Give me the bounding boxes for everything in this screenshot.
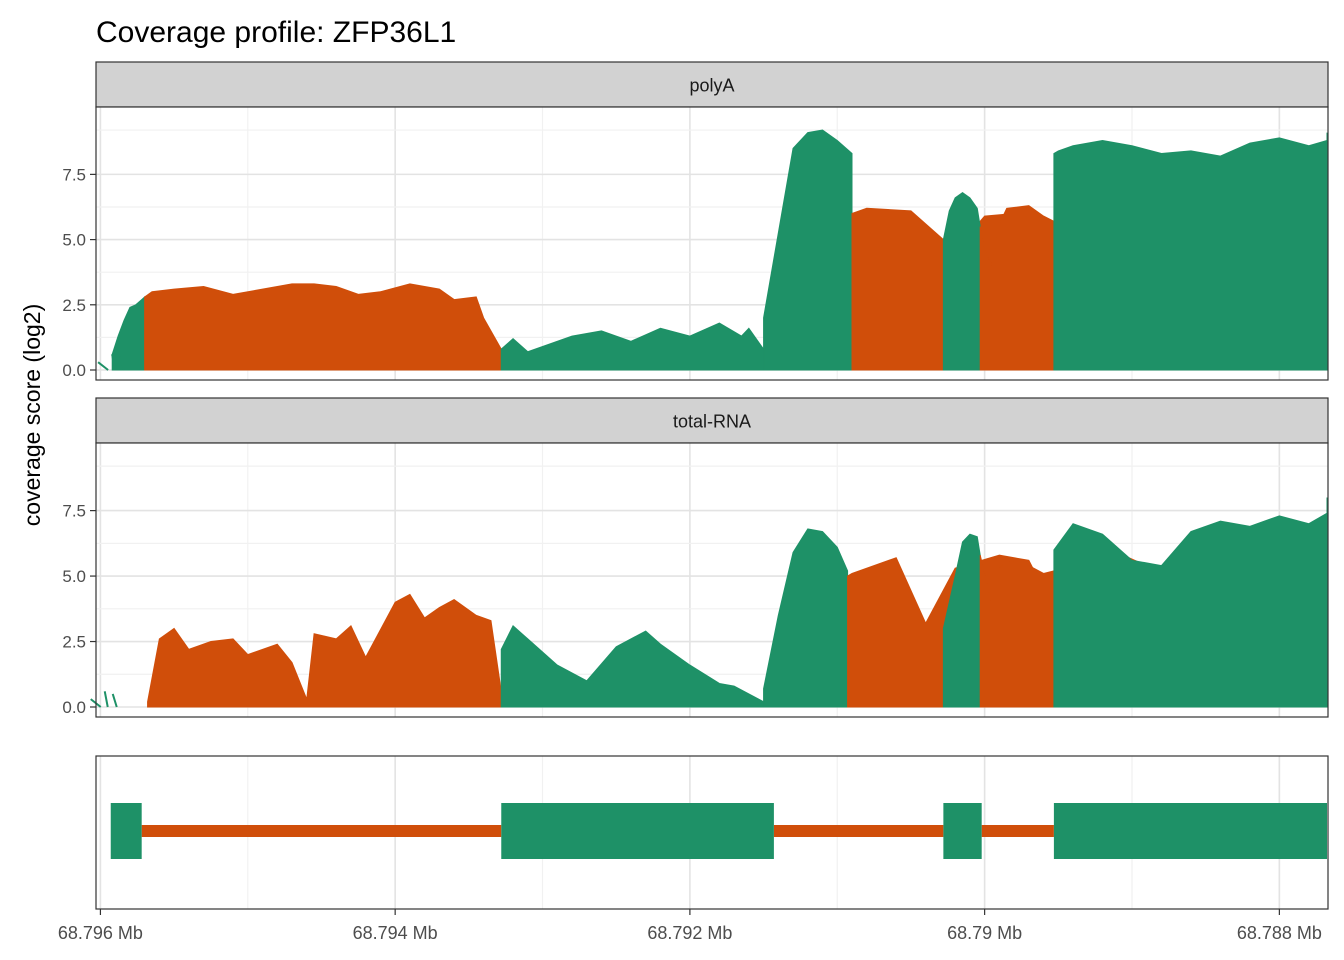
x-tick-label: 68.796 Mb — [58, 923, 143, 943]
x-tick-label: 68.788 Mb — [1237, 923, 1322, 943]
facet-strip — [95, 397, 1329, 444]
coverage-area-exon — [500, 322, 765, 371]
y-tick-label: 5.0 — [62, 231, 86, 250]
coverage-noise — [97, 354, 126, 371]
coverage-area-exon — [1053, 497, 1328, 708]
y-tick-label: 0.0 — [62, 698, 86, 717]
x-tick-label: 68.792 Mb — [647, 923, 732, 943]
chart-title: Coverage profile: ZFP36L1 — [96, 16, 456, 49]
intron-bar — [773, 825, 944, 837]
coverage-area-exon — [500, 625, 765, 708]
facet-strip — [95, 61, 1329, 108]
exon-block — [501, 803, 774, 859]
y-tick-label: 2.5 — [62, 296, 86, 315]
coverage-area-intron — [144, 283, 502, 371]
facet-strip-label: polyA — [689, 76, 734, 96]
y-tick-label: 5.0 — [62, 567, 86, 586]
coverage-area-intron — [147, 593, 502, 708]
panel-frame — [95, 106, 1329, 381]
exon-block — [110, 803, 142, 859]
intron-bar — [141, 825, 502, 837]
facet-polyA: polyA 0.0 2.5 5.0 7.5 — [62, 61, 1329, 381]
facet-panels: polyA 0.0 2.5 5.0 7.5 total-RNA 0.0 2.5 5.0 7.5 — [62, 61, 1329, 718]
x-tick-label: 68.794 Mb — [353, 923, 438, 943]
exon-block — [943, 803, 982, 859]
facet-strip-label: total-RNA — [673, 412, 751, 432]
panel-frame — [95, 442, 1329, 718]
x-axis: 68.796 Mb 68.794 Mb 68.792 Mb 68.79 Mb 68.78… — [58, 909, 1322, 943]
y-tick-label: 7.5 — [62, 502, 86, 521]
coverage-area-exon — [942, 192, 981, 371]
intron-bar — [981, 825, 1054, 837]
y-axis-label: coverage score (log2) — [19, 304, 45, 526]
gene-model-panel — [95, 755, 1329, 910]
y-tick-label: 0.0 — [62, 361, 86, 380]
x-tick-label: 68.79 Mb — [947, 923, 1022, 943]
y-tick-label: 7.5 — [62, 165, 86, 184]
exon-block — [1053, 803, 1327, 859]
panel-frame — [95, 755, 1329, 910]
coverage-area-exon — [1053, 132, 1328, 371]
facet-total-RNA: total-RNA 0.0 2.5 5.0 7.5 — [62, 397, 1329, 718]
y-tick-label: 2.5 — [62, 633, 86, 652]
